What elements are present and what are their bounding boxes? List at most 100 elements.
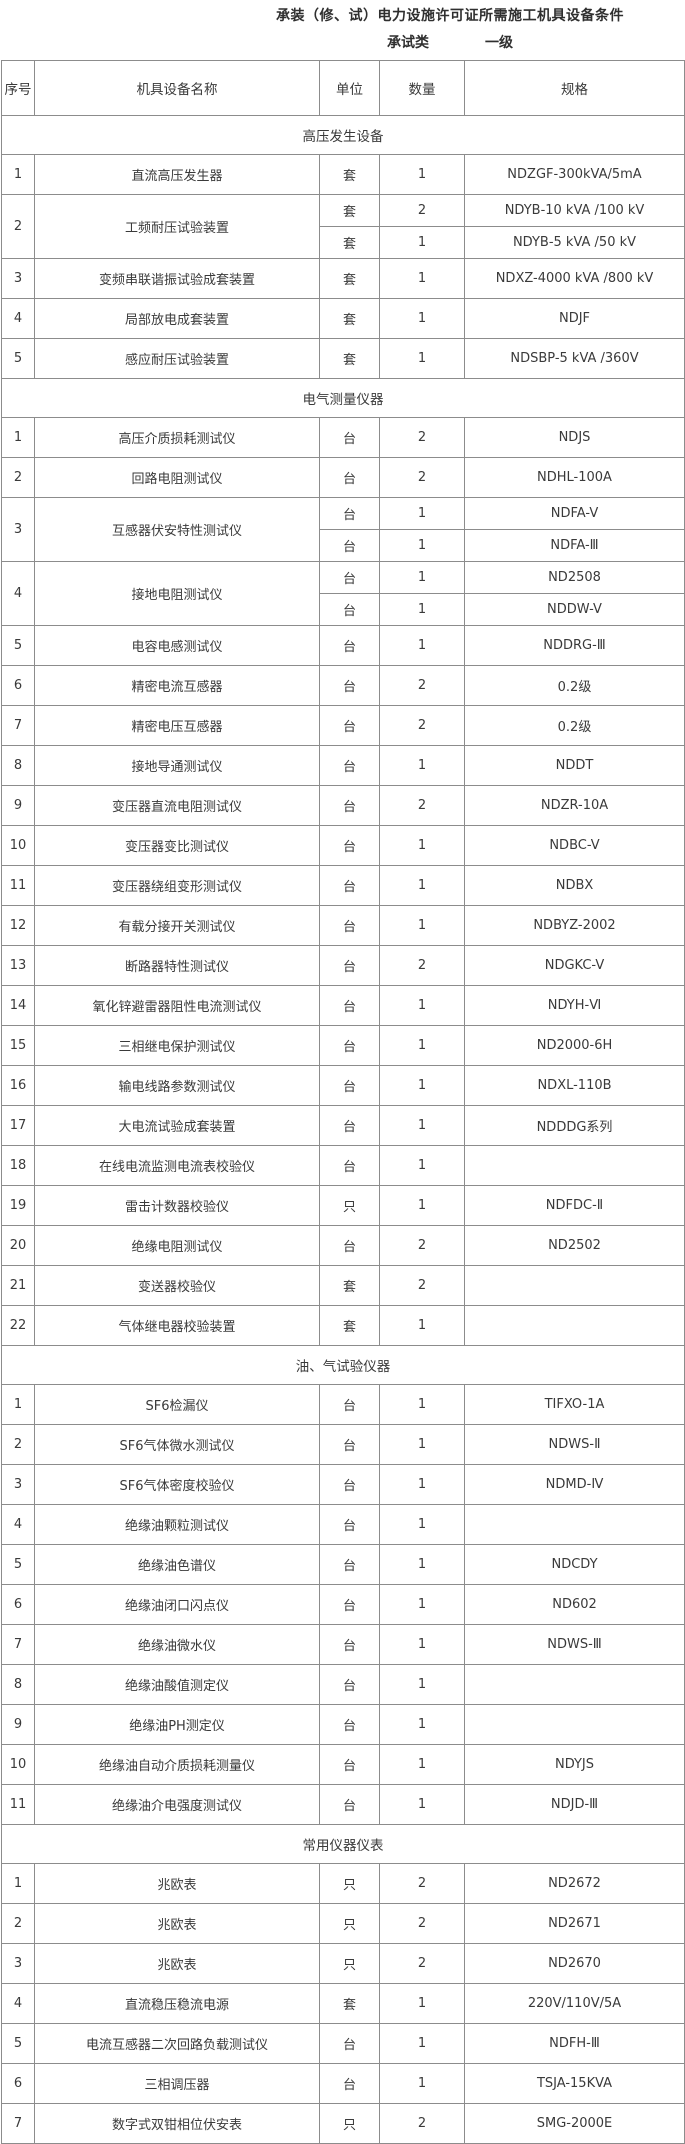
row-unit-cell: 台 [319, 705, 380, 746]
row-qty-cell: 1 [379, 745, 465, 786]
row-unit-cell: 台 [319, 745, 380, 786]
row-no-cell: 1 [1, 417, 35, 458]
row-spec-cell: TSJA-15KVA [464, 2063, 685, 2104]
row-unit-cell: 套 [319, 298, 380, 339]
row-qty-cell: 2 [379, 785, 465, 826]
table-row: 3 变频串联谐振试验成套装置套 1 NDXZ-4000 kVA /800 kV [1, 258, 685, 299]
row-qty-cell: 2 [379, 1225, 465, 1266]
row-spec-cell: ND602 [464, 1584, 685, 1625]
table-row: 17 大电流试验成套装置台 1 NDDDG系列 [1, 1105, 685, 1146]
row-spec-cell: NDFA-Ⅲ [464, 529, 685, 562]
row-qty-cell: 2 [379, 457, 465, 498]
table-row: 1 直流高压发生器套 1 NDZGF-300kVA/5mA [1, 154, 685, 195]
row-unit-cell: 台 [319, 1544, 380, 1585]
row-qty-cell: 1 [379, 1424, 465, 1465]
section-title: 电气测量仪器 [1, 378, 685, 418]
row-no-cell: 11 [1, 1784, 35, 1825]
row-name-cell: 高压介质损耗测试仪 [34, 417, 320, 458]
row-unit-cell: 只 [319, 1863, 380, 1904]
row-name-cell: 直流稳压稳流电源 [34, 1983, 320, 2024]
row-spec-cell: NDYB-5 kVA /50 kV [464, 226, 685, 259]
row-unit-cell: 台 [319, 1145, 380, 1186]
row-no-cell: 3 [1, 258, 35, 299]
table-row: 19 雷击计数器校验仪只 1 NDFDC-Ⅱ [1, 1185, 685, 1226]
row-qty-cell: 1 [379, 593, 465, 626]
table-row: 13 断路器特性测试仪台 2 NDGKC-V [1, 945, 685, 986]
row-unit-cell: 台 [319, 1784, 380, 1825]
row-no-cell: 5 [1, 625, 35, 666]
row-unit-cell: 台 [319, 2023, 380, 2064]
row-qty-cell: 1 [379, 2023, 465, 2064]
row-name-cell: SF6检漏仪 [34, 1384, 320, 1425]
row-unit-cell: 台 [319, 905, 380, 946]
row-no-cell: 12 [1, 905, 35, 946]
row-name-cell: 氧化锌避雷器阻性电流测试仪 [34, 985, 320, 1026]
section-title: 高压发生设备 [1, 115, 685, 155]
row-unit-cell: 只 [319, 2103, 380, 2144]
row-no-cell: 4 [1, 1504, 35, 1545]
row-qty-cell: 2 [379, 2103, 465, 2144]
row-name-cell: 在线电流监测电流表校验仪 [34, 1145, 320, 1186]
row-spec-cell: NDGKC-V [464, 945, 685, 986]
row-spec-cell: NDFDC-Ⅱ [464, 1185, 685, 1226]
row-spec-cell: NDCDY [464, 1544, 685, 1585]
row-spec-cell: NDSBP-5 kVA /360V [464, 338, 685, 379]
row-qty-cell: 1 [379, 1744, 465, 1785]
table-row: 7 精密电压互感器台 2 0.2级 [1, 705, 685, 746]
table-row: 4 直流稳压稳流电源套 1 220V/110V/5A [1, 1983, 685, 2024]
row-spec-cell: NDFA-V [464, 497, 685, 530]
row-no-cell: 2 [1, 1903, 35, 1944]
row-spec-cell: NDDRG-Ⅲ [464, 625, 685, 666]
row-spec-cell: NDDW-V [464, 593, 685, 626]
row-name-cell: 绝缘油酸值测定仪 [34, 1664, 320, 1705]
row-spec-cell: ND2502 [464, 1225, 685, 1266]
row-unit-cell: 台 [319, 497, 380, 530]
row-name-cell: 变压器绕组变形测试仪 [34, 865, 320, 906]
row-unit-cell: 套 [319, 226, 380, 259]
row-qty-cell: 1 [379, 825, 465, 866]
row-name-cell: SF6气体密度校验仪 [34, 1464, 320, 1505]
row-unit-cell: 台 [319, 665, 380, 706]
table-row: 6 三相调压器台 1 TSJA-15KVA [1, 2063, 685, 2104]
row-no-cell: 22 [1, 1305, 35, 1346]
row-qty-cell: 1 [379, 1704, 465, 1745]
table-row: 6 绝缘油闭口闪点仪台 1 ND602 [1, 1584, 685, 1625]
row-no-cell: 10 [1, 1744, 35, 1785]
row-unit-cell: 台 [319, 1504, 380, 1545]
column-header-qty: 数量 [379, 60, 465, 116]
row-qty-cell: 1 [379, 1145, 465, 1186]
equipment-table-body: 高压发生设备 1 直流高压发生器套 1 NDZGF-300kVA/5mA 2 工频耐压试验装… [1, 115, 685, 2144]
row-no-cell: 6 [1, 2063, 35, 2104]
table-row: 7 数字式双钳相位伏安表只 2 SMG-2000E [1, 2103, 685, 2144]
row-unit-cell: 只 [319, 1943, 380, 1984]
row-unit-cell: 台 [319, 1704, 380, 1745]
row-name-cell: 绝缘油介电强度测试仪 [34, 1784, 320, 1825]
row-spec-cell: NDYB-10 kVA /100 kV [464, 194, 685, 227]
row-qty-cell: 2 [379, 1265, 465, 1306]
row-no-cell: 20 [1, 1225, 35, 1266]
row-unit-cell: 套 [319, 194, 380, 227]
section-header-row: 常用仪器仪表 [1, 1824, 685, 1864]
row-name-cell: 兆欧表 [34, 1943, 320, 1984]
row-spec-cell: NDBX [464, 865, 685, 906]
row-no-cell: 4 [1, 1983, 35, 2024]
row-spec-cell: NDWS-Ⅱ [464, 1424, 685, 1465]
table-row: 22 气体继电器校验装置套 1 [1, 1305, 685, 1346]
row-spec-cell: NDBC-V [464, 825, 685, 866]
row-name-cell: 电流互感器二次回路负载测试仪 [34, 2023, 320, 2064]
row-no-cell: 4 [1, 298, 35, 339]
row-spec-cell: ND2670 [464, 1943, 685, 1984]
row-qty-cell: 2 [379, 1943, 465, 1984]
row-qty-cell: 1 [379, 1384, 465, 1425]
row-no-cell: 8 [1, 745, 35, 786]
row-no-cell: 9 [1, 1704, 35, 1745]
row-name-cell: 接地导通测试仪 [34, 745, 320, 786]
table-row: 5 绝缘油色谱仪台 1 NDCDY [1, 1544, 685, 1585]
row-name-cell: 雷击计数器校验仪 [34, 1185, 320, 1226]
row-no-cell: 6 [1, 1584, 35, 1625]
row-spec-cell: ND2508 [464, 561, 685, 594]
row-qty-cell: 1 [379, 985, 465, 1026]
row-qty-cell: 1 [379, 258, 465, 299]
row-spec-cell: NDDDG系列 [464, 1105, 685, 1146]
row-unit-cell: 套 [319, 1305, 380, 1346]
